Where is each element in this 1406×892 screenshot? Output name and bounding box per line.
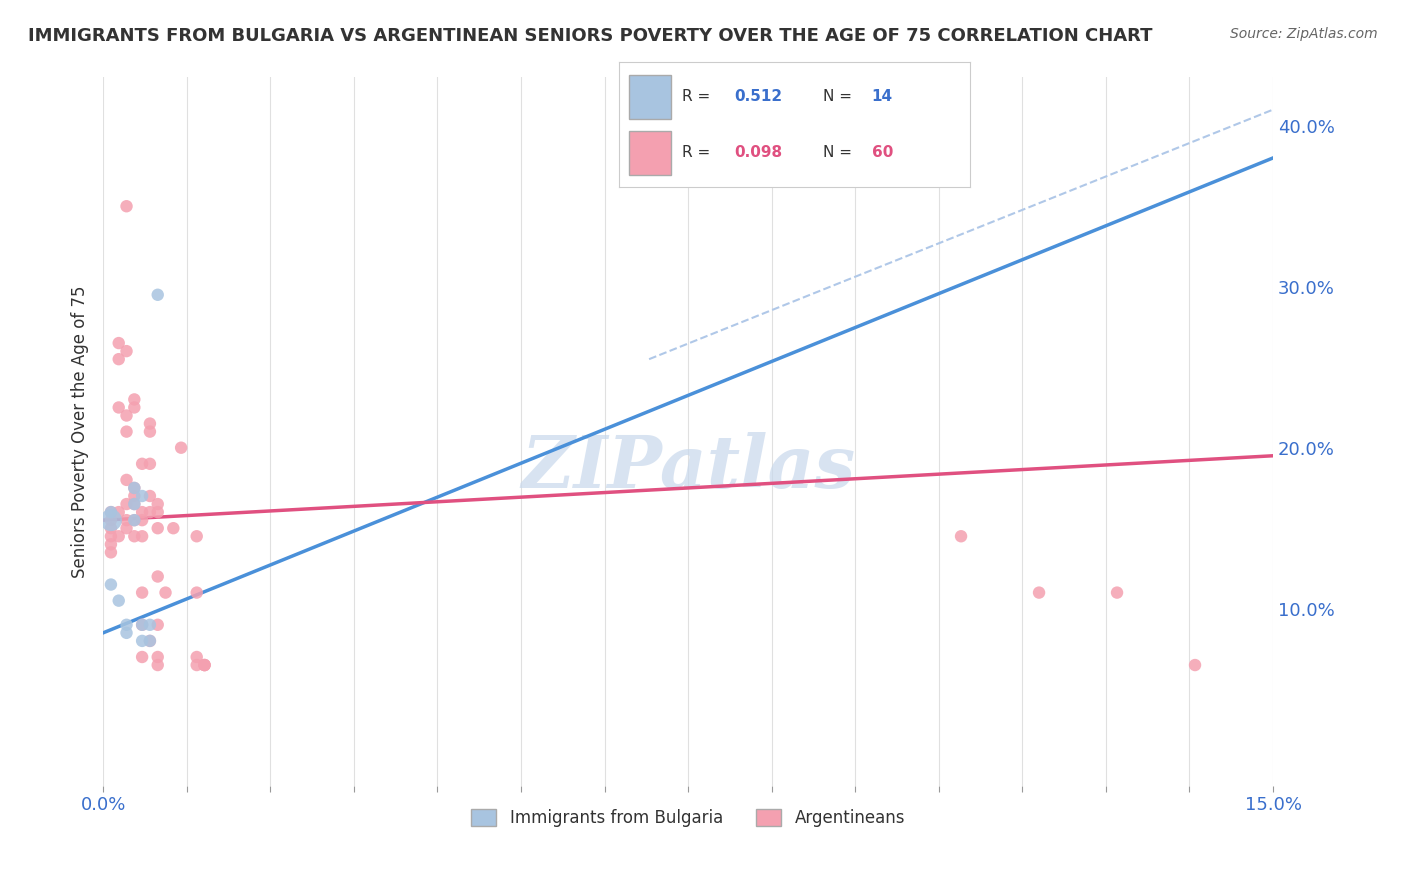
Point xyxy=(100,577,122,591)
Point xyxy=(131,617,153,632)
Point xyxy=(100,505,122,519)
Point xyxy=(115,521,138,535)
Point xyxy=(100,529,122,543)
Point xyxy=(107,529,129,543)
Point xyxy=(146,658,169,673)
Point xyxy=(131,617,153,632)
Point xyxy=(146,497,169,511)
Point xyxy=(139,417,162,431)
Point xyxy=(124,513,146,527)
Point xyxy=(131,585,153,599)
Point xyxy=(107,401,129,415)
Point xyxy=(100,537,122,551)
Point xyxy=(124,497,146,511)
Point xyxy=(131,633,153,648)
Point xyxy=(146,617,169,632)
Point xyxy=(124,481,146,495)
Y-axis label: Seniors Poverty Over the Age of 75: Seniors Poverty Over the Age of 75 xyxy=(72,285,89,578)
Text: Source: ZipAtlas.com: Source: ZipAtlas.com xyxy=(1230,27,1378,41)
Point xyxy=(1028,585,1050,599)
Point xyxy=(124,513,146,527)
Point xyxy=(193,658,215,673)
Legend: Immigrants from Bulgaria, Argentineans: Immigrants from Bulgaria, Argentineans xyxy=(464,803,911,834)
Point xyxy=(186,529,208,543)
Point xyxy=(115,199,138,213)
Point xyxy=(131,505,153,519)
Point xyxy=(100,513,122,527)
Point xyxy=(115,617,138,632)
Point xyxy=(139,457,162,471)
Text: 0.098: 0.098 xyxy=(734,145,783,160)
Point xyxy=(193,658,215,673)
Point xyxy=(170,441,193,455)
Point xyxy=(124,497,146,511)
Point xyxy=(115,513,138,527)
Point xyxy=(146,569,169,583)
Point xyxy=(107,336,129,351)
Point xyxy=(131,489,153,503)
Point xyxy=(124,529,146,543)
Point xyxy=(115,344,138,359)
Point xyxy=(115,497,138,511)
Point xyxy=(124,481,146,495)
FancyBboxPatch shape xyxy=(630,75,672,119)
Point xyxy=(115,473,138,487)
Point xyxy=(139,633,162,648)
Point xyxy=(107,505,129,519)
Text: N =: N = xyxy=(823,88,852,103)
Point xyxy=(146,521,169,535)
Point xyxy=(115,409,138,423)
Point xyxy=(146,505,169,519)
Point xyxy=(186,658,208,673)
Point xyxy=(186,585,208,599)
Text: R =: R = xyxy=(682,145,710,160)
Point xyxy=(107,352,129,367)
Point xyxy=(124,392,146,407)
Point xyxy=(131,529,153,543)
Point xyxy=(131,650,153,665)
Point xyxy=(1184,658,1206,673)
Text: R =: R = xyxy=(682,88,710,103)
Text: N =: N = xyxy=(823,145,852,160)
Point xyxy=(146,650,169,665)
Point xyxy=(162,521,184,535)
Point xyxy=(115,625,138,640)
Point xyxy=(100,521,122,535)
Point xyxy=(186,650,208,665)
Point xyxy=(950,529,973,543)
Point xyxy=(139,425,162,439)
Point xyxy=(124,401,146,415)
Point xyxy=(100,513,122,527)
FancyBboxPatch shape xyxy=(630,131,672,175)
Point xyxy=(139,633,162,648)
Point xyxy=(155,585,177,599)
Point xyxy=(107,593,129,607)
Point xyxy=(193,658,215,673)
Point xyxy=(131,513,153,527)
Point xyxy=(139,489,162,503)
Point xyxy=(139,617,162,632)
Point xyxy=(1105,585,1128,599)
Text: 14: 14 xyxy=(872,88,893,103)
Text: 60: 60 xyxy=(872,145,893,160)
Text: 0.512: 0.512 xyxy=(734,88,783,103)
Point xyxy=(100,545,122,559)
Point xyxy=(146,287,169,301)
Point xyxy=(115,425,138,439)
Text: IMMIGRANTS FROM BULGARIA VS ARGENTINEAN SENIORS POVERTY OVER THE AGE OF 75 CORRE: IMMIGRANTS FROM BULGARIA VS ARGENTINEAN … xyxy=(28,27,1153,45)
Text: ZIPatlas: ZIPatlas xyxy=(522,432,855,502)
Point xyxy=(139,505,162,519)
Point xyxy=(124,489,146,503)
Point xyxy=(100,505,122,519)
Point xyxy=(131,457,153,471)
